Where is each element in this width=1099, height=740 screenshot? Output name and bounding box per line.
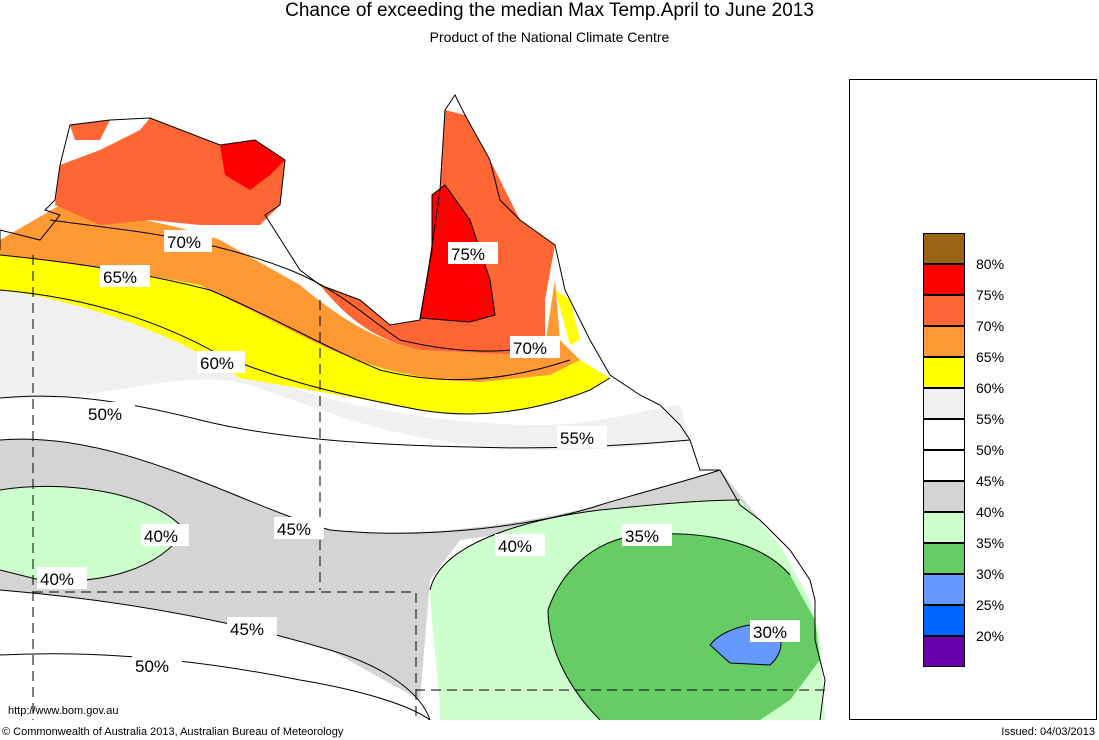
contour-labels: 70% 75% 65% 70% 60% 50% 55% 40% 45% 40% … — [37, 230, 800, 676]
map-subtitle: Product of the National Climate Centre — [429, 29, 670, 45]
legend-label: 80% — [976, 256, 1005, 272]
contour-label-40c: 40% — [40, 570, 74, 589]
legend-label: 70% — [976, 318, 1005, 334]
legend-swatch — [923, 636, 965, 667]
legend-swatch — [923, 357, 965, 388]
legend-label: 55% — [976, 411, 1005, 427]
legend-label: 25% — [976, 597, 1005, 613]
coastline — [0, 94, 826, 720]
legend-label: 20% — [976, 628, 1005, 644]
legend-swatch — [923, 326, 965, 357]
legend-swatch — [923, 574, 965, 605]
legend-swatch — [923, 388, 965, 419]
contour-label-45b: 45% — [230, 620, 264, 639]
copyright-text: © Commonwealth of Australia 2013, Austra… — [2, 726, 344, 738]
map-legend-divider — [849, 79, 850, 720]
contour-label-30: 30% — [753, 623, 787, 642]
legend-swatch — [923, 481, 965, 512]
legend-swatch — [923, 264, 965, 295]
source-url: http://www.bom.gov.au — [8, 705, 119, 717]
contour-label-75: 75% — [451, 245, 485, 264]
legend-label: 60% — [976, 380, 1005, 396]
legend-swatch — [923, 543, 965, 574]
land-bands — [0, 110, 825, 720]
legend-label: 35% — [976, 535, 1005, 551]
contour-label-50a: 50% — [88, 405, 122, 424]
legend-swatch — [923, 605, 965, 636]
contour-label-50b: 50% — [135, 657, 169, 676]
legend-swatch — [923, 233, 965, 264]
legend-label: 40% — [976, 504, 1005, 520]
contour-label-70a: 70% — [167, 233, 201, 252]
legend-swatch — [923, 512, 965, 543]
legend-label: 75% — [976, 287, 1005, 303]
legend-swatch — [923, 295, 965, 326]
contour-label-55: 55% — [560, 429, 594, 448]
state-borders — [32, 255, 830, 720]
map-title: Chance of exceeding the median Max Temp.… — [285, 0, 814, 21]
legend-label: 45% — [976, 473, 1005, 489]
contour-label-60: 60% — [200, 354, 234, 373]
contour-label-35: 35% — [625, 527, 659, 546]
contour-label-40a: 40% — [144, 527, 178, 546]
legend-swatch — [923, 419, 965, 450]
contour-label-40b: 40% — [498, 537, 532, 556]
map-area: 70% 75% 65% 70% 60% 50% 55% 40% 45% 40% … — [0, 79, 850, 720]
legend-swatch — [923, 450, 965, 481]
legend-label: 30% — [976, 566, 1005, 582]
issued-date: Issued: 04/03/2013 — [1001, 726, 1095, 738]
legend-label: 65% — [976, 349, 1005, 365]
contour-label-70b: 70% — [513, 339, 547, 358]
legend-label: 50% — [976, 442, 1005, 458]
contour-label-65: 65% — [103, 268, 137, 287]
contour-label-45a: 45% — [277, 520, 311, 539]
